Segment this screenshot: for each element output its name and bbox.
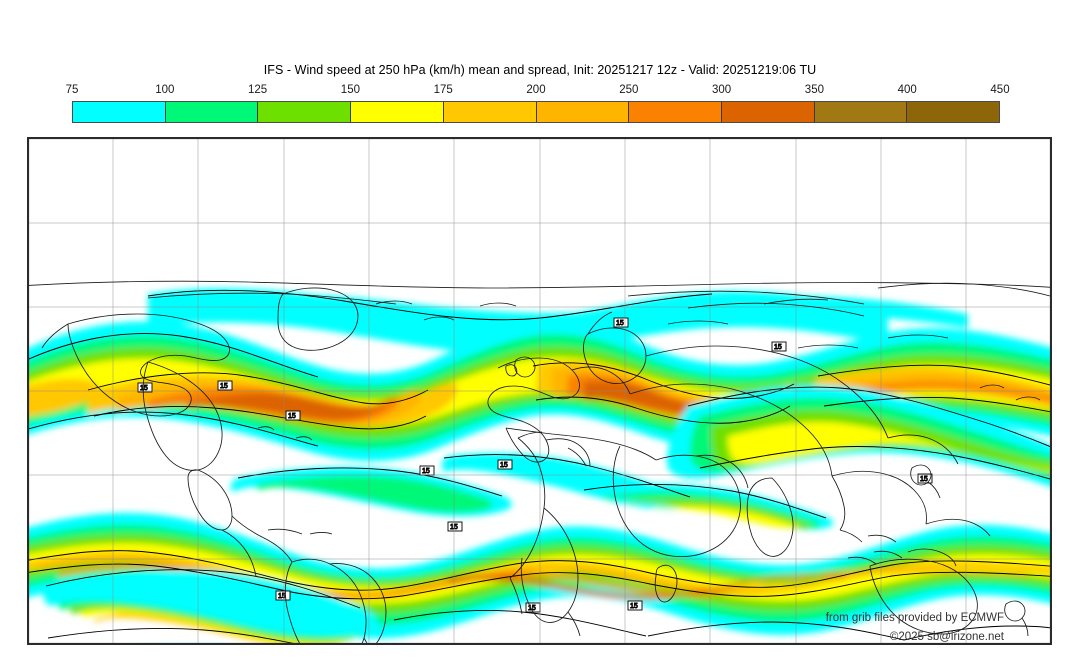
colorbar-segment-75-100 xyxy=(73,102,166,122)
colorbar-tick-400: 400 xyxy=(897,84,917,96)
colorbar-tick-200: 200 xyxy=(526,84,546,96)
coastlines xyxy=(28,280,1051,644)
contour-label: 15 xyxy=(630,603,638,610)
contour-label: 15 xyxy=(220,383,228,390)
colorbar-tick-75: 75 xyxy=(65,84,79,96)
contour-label: 15 xyxy=(774,344,782,351)
colorbar: 75 100 125 150 175 200 250 300 350 400 450 xyxy=(66,84,1010,123)
colorbar-segment-300-350 xyxy=(721,102,815,122)
world-wind-field: 15 15 15 15 15 15 15 15 xyxy=(28,138,1051,644)
colorbar-segment-100-125 xyxy=(165,102,259,122)
colorbar-tick-150: 150 xyxy=(340,84,360,96)
contour-label: 15 xyxy=(422,468,430,475)
colorbar-segment-350-400 xyxy=(814,102,908,122)
colorbar-segment-200-250 xyxy=(536,102,630,122)
colorbar-segment-125-150 xyxy=(258,102,352,122)
colorbar-tick-100: 100 xyxy=(155,84,175,96)
map-canvas[interactable]: 15 15 15 15 15 15 15 15 xyxy=(27,137,1052,645)
contour-label: 15 xyxy=(920,476,928,483)
colorbar-tick-125: 125 xyxy=(248,84,268,96)
colorbar-segment-175-200 xyxy=(443,102,537,122)
page-title: IFS - Wind speed at 250 hPa (km/h) mean … xyxy=(263,63,817,77)
colorbar-tick-250: 250 xyxy=(619,84,639,96)
contour-label: 15 xyxy=(500,462,508,469)
colorbar-tick-450: 450 xyxy=(990,84,1010,96)
contour-label: 15 xyxy=(278,593,286,600)
colorbar-tick-labels: 75 100 125 150 175 200 250 300 350 400 450 xyxy=(66,84,1010,100)
colorbar-tick-175: 175 xyxy=(433,84,453,96)
contour-label: 15 xyxy=(140,385,148,392)
colorbar-segment-150-175 xyxy=(351,102,444,122)
copyright-credit: ©2025 sb@irizone.net xyxy=(889,631,1004,643)
graticule-lines xyxy=(28,138,1051,644)
contour-label: 15 xyxy=(616,320,624,327)
colorbar-tick-350: 350 xyxy=(804,84,824,96)
contour-label: 15 xyxy=(528,605,536,612)
colorbar-segment-400-450 xyxy=(907,102,1000,122)
contour-label: 15 xyxy=(288,413,296,420)
data-source-credit: from grib files provided by ECMWF xyxy=(825,612,1004,624)
colorbar-gradient xyxy=(72,101,1000,123)
colorbar-segment-250-300 xyxy=(629,102,722,122)
spread-contour-lines: 15 15 15 15 15 15 15 15 xyxy=(28,289,1051,644)
colorbar-tick-300: 300 xyxy=(712,84,732,96)
